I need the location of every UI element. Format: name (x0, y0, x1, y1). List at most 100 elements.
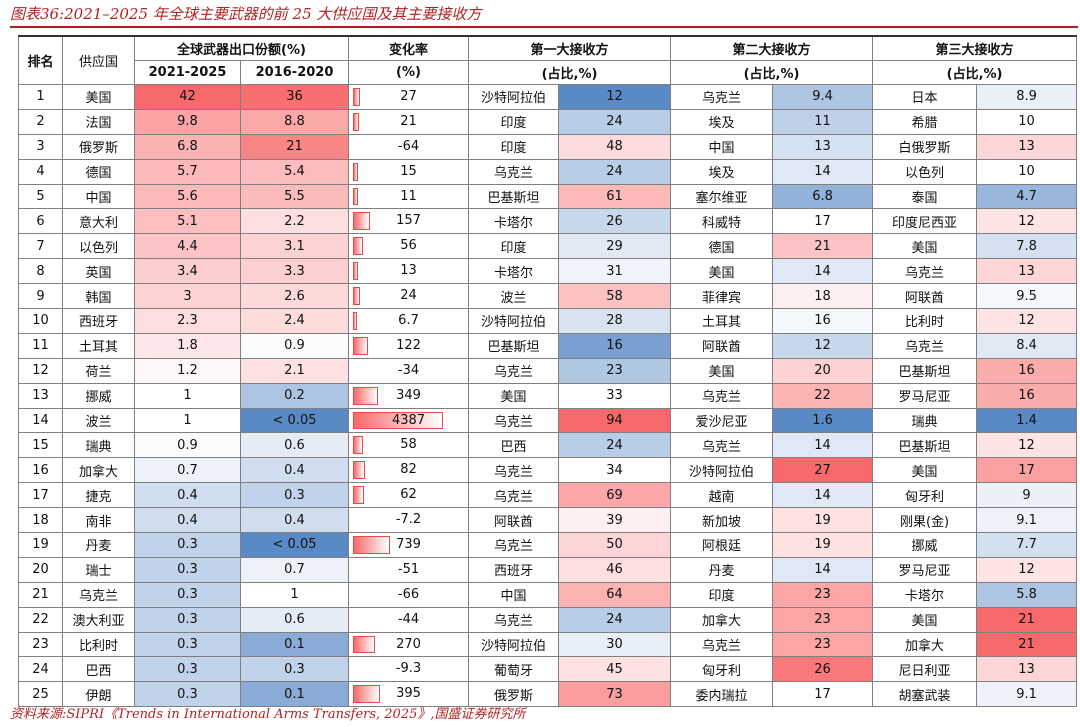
cell-second-recipient-share: 13 (772, 133, 874, 160)
cell-second-recipient-share: 12 (772, 332, 874, 359)
cell-first-recipient: 中国 (468, 581, 560, 608)
cell-supplier: 美国 (62, 84, 135, 110)
cell-rank: 5 (18, 183, 63, 210)
header-supplier: 供应国 (62, 35, 135, 85)
cell-third-recipient-share: 13 (976, 258, 1078, 285)
cell-first-recipient: 乌克兰 (468, 532, 560, 558)
table-row: 2 法国 9.8 8.8 21 印度 24 埃及 11 希腊 10 (18, 108, 1078, 135)
change-value: 21 (400, 113, 417, 129)
cell-first-recipient: 巴基斯坦 (468, 332, 560, 359)
cell-rank: 14 (18, 407, 63, 434)
cell-first-recipient: 波兰 (468, 283, 560, 310)
source-note: 资料来源:SIPRI《Trends in International Arms … (10, 707, 526, 722)
table-row: 11 土耳其 1.8 0.9 122 巴基斯坦 16 阿联酋 12 乌克兰 8.4 (18, 332, 1078, 359)
cell-change: -66 (348, 581, 470, 608)
cell-share-2021-2025: 0.4 (134, 482, 241, 509)
header-second-unit: (占比,%) (670, 60, 874, 85)
header-rank: 排名 (18, 35, 63, 85)
cell-change: 11 (348, 183, 470, 210)
cell-share-2016-2020: 0.2 (239, 382, 350, 409)
change-value: -51 (397, 561, 420, 577)
change-value: 27 (400, 89, 417, 104)
change-value: 739 (396, 537, 421, 553)
cell-rank: 9 (18, 283, 63, 310)
header-period-2016-2020: 2016-2020 (239, 60, 350, 85)
cell-second-recipient-share: 26 (772, 656, 874, 683)
cell-change: -34 (348, 357, 470, 384)
change-bar (353, 536, 390, 554)
cell-first-recipient: 乌克兰 (468, 457, 560, 484)
change-bar (353, 187, 358, 206)
cell-rank: 16 (18, 457, 63, 484)
cell-third-recipient-share: 9.5 (976, 283, 1078, 310)
cell-first-recipient: 阿联酋 (468, 507, 560, 534)
cell-third-recipient-share: 21 (976, 606, 1078, 633)
cell-third-recipient: 巴基斯坦 (872, 432, 978, 459)
cell-supplier: 波兰 (62, 407, 135, 434)
cell-second-recipient-share: 16 (772, 308, 874, 334)
arms-suppliers-table: 排名 供应国 全球武器出口份额(%) 变化率 第一大接收方 第二大接收方 第三大… (18, 35, 1078, 708)
change-bar (353, 237, 364, 256)
cell-share-2021-2025: 42 (134, 84, 241, 110)
change-value: 62 (400, 487, 417, 503)
cell-second-recipient-share: 14 (772, 432, 874, 459)
cell-share-2021-2025: 1.2 (134, 357, 241, 384)
cell-share-2016-2020: 2.1 (239, 357, 350, 384)
cell-third-recipient-share: 9.1 (976, 681, 1078, 708)
cell-share-2021-2025: 0.3 (134, 631, 241, 658)
table-row: 14 波兰 1 < 0.05 4387 乌克兰 94 爱沙尼亚 1.6 瑞典 1.4 (18, 407, 1078, 434)
cell-rank: 25 (18, 681, 63, 708)
cell-supplier: 加拿大 (62, 457, 135, 484)
cell-third-recipient-share: 12 (976, 556, 1078, 583)
cell-supplier: 英国 (62, 258, 135, 285)
cell-first-recipient-share: 12 (558, 84, 672, 110)
cell-share-2016-2020: 2.6 (239, 283, 350, 310)
cell-third-recipient-share: 10 (976, 158, 1078, 185)
cell-first-recipient-share: 48 (558, 133, 672, 160)
cell-share-2021-2025: 0.3 (134, 532, 241, 558)
change-value: -64 (397, 138, 420, 154)
cell-change: 739 (348, 532, 470, 558)
header-second-recipient: 第二大接收方 (670, 35, 874, 61)
cell-supplier: 荷兰 (62, 357, 135, 384)
cell-first-recipient-share: 29 (558, 233, 672, 260)
cell-change: 4387 (348, 407, 470, 434)
cell-second-recipient: 沙特阿拉伯 (670, 457, 774, 484)
table-row: 6 意大利 5.1 2.2 157 卡塔尔 26 科威特 17 印度尼西亚 12 (18, 208, 1078, 235)
cell-first-recipient-share: 30 (558, 631, 672, 658)
table-row: 24 巴西 0.3 0.3 -9.3 葡萄牙 45 匈牙利 26 尼日利亚 13 (18, 656, 1078, 683)
change-bar (353, 312, 357, 330)
cell-first-recipient: 印度 (468, 233, 560, 260)
cell-third-recipient: 罗马尼亚 (872, 382, 978, 409)
table-row: 21 乌克兰 0.3 1 -66 中国 64 印度 23 卡塔尔 5.8 (18, 581, 1078, 608)
cell-supplier: 以色列 (62, 233, 135, 260)
cell-third-recipient: 加拿大 (872, 631, 978, 658)
header-change-unit: (%) (348, 60, 470, 85)
cell-third-recipient-share: 16 (976, 357, 1078, 384)
header-third-recipient: 第三大接收方 (872, 35, 1078, 61)
cell-first-recipient: 沙特阿拉伯 (468, 308, 560, 334)
cell-change: 58 (348, 432, 470, 459)
cell-share-2021-2025: 3 (134, 283, 241, 310)
cell-first-recipient-share: 39 (558, 507, 672, 534)
change-value: -7.2 (395, 512, 422, 528)
cell-first-recipient-share: 61 (558, 183, 672, 210)
cell-second-recipient: 埃及 (670, 108, 774, 135)
change-value: 82 (400, 462, 417, 478)
cell-second-recipient: 委内瑞拉 (670, 681, 774, 708)
cell-share-2021-2025: 0.3 (134, 681, 241, 708)
cell-rank: 2 (18, 108, 63, 135)
cell-third-recipient-share: 12 (976, 208, 1078, 235)
cell-first-recipient: 印度 (468, 133, 560, 160)
cell-third-recipient: 胡塞武装 (872, 681, 978, 708)
cell-share-2016-2020: 21 (239, 133, 350, 160)
cell-third-recipient: 瑞典 (872, 407, 978, 434)
cell-supplier: 比利时 (62, 631, 135, 658)
cell-first-recipient: 葡萄牙 (468, 656, 560, 683)
cell-third-recipient: 刚果(金) (872, 507, 978, 534)
change-bar (353, 212, 371, 231)
header-share-group: 全球武器出口份额(%) (133, 35, 350, 61)
cell-share-2016-2020: 2.2 (239, 208, 350, 235)
cell-first-recipient: 沙特阿拉伯 (468, 84, 560, 110)
cell-change: -44 (348, 606, 470, 633)
